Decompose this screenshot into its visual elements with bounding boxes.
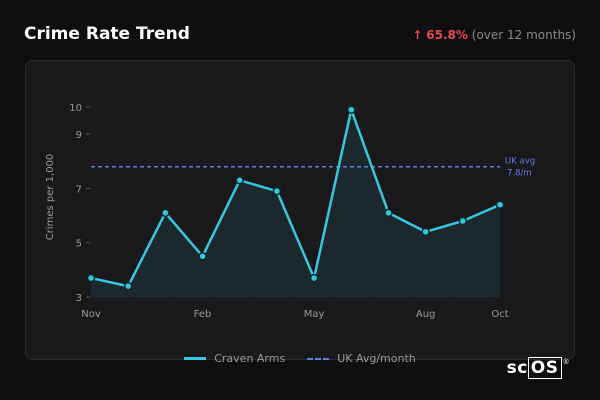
change-indicator: ↑ 65.8% (over 12 months) bbox=[412, 28, 576, 42]
y-tick-label: 3 bbox=[76, 293, 82, 304]
x-tick-label: Feb bbox=[194, 309, 212, 320]
trend-up-icon: ↑ bbox=[412, 28, 423, 42]
chart-card bbox=[25, 60, 575, 360]
data-point bbox=[421, 227, 430, 237]
chart-legend: Craven Arms UK Avg/month bbox=[0, 352, 600, 365]
x-tick-label: May bbox=[304, 309, 325, 320]
legend-swatch-dashed bbox=[307, 357, 330, 360]
legend-item-uk-avg[interactable]: UK Avg/month bbox=[307, 352, 416, 365]
brand-logo: sc OS ® bbox=[506, 357, 570, 379]
series-line-craven-arms bbox=[90, 108, 501, 288]
x-tick-label: Aug bbox=[416, 309, 436, 320]
chart-title: Crime Rate Trend bbox=[24, 24, 190, 44]
data-point bbox=[235, 176, 244, 185]
y-tick-label: 9 bbox=[76, 130, 82, 141]
data-point bbox=[495, 200, 505, 209]
data-point bbox=[458, 216, 468, 226]
reference-annotation-label: UK avg bbox=[505, 157, 535, 167]
y-tick-label: 5 bbox=[76, 239, 82, 250]
data-point bbox=[161, 208, 170, 218]
change-period-note: (over 12 months) bbox=[471, 28, 576, 42]
legend-item-craven-arms[interactable]: Craven Arms bbox=[184, 352, 285, 365]
series-area bbox=[91, 109, 500, 297]
brand-prefix: sc bbox=[506, 358, 528, 378]
brand-mark: ® bbox=[562, 358, 570, 366]
data-point bbox=[272, 186, 282, 196]
data-point bbox=[347, 105, 356, 114]
y-tick-label: 10 bbox=[69, 103, 82, 114]
legend-swatch-solid bbox=[184, 357, 207, 360]
legend-label-uk-avg: UK Avg/month bbox=[337, 352, 416, 365]
legend-label-craven-arms: Craven Arms bbox=[214, 352, 286, 365]
y-axis-label: Crimes per 1,000 bbox=[45, 154, 56, 241]
y-tick-label: 7 bbox=[76, 184, 82, 195]
data-point bbox=[123, 281, 133, 291]
x-tick-label: Nov bbox=[81, 309, 101, 320]
reference-annotation-value: 7.8/m bbox=[507, 169, 532, 179]
change-percent: 65.8% bbox=[426, 28, 468, 42]
data-point bbox=[309, 273, 319, 283]
data-point bbox=[384, 208, 393, 218]
data-point bbox=[198, 252, 207, 261]
x-tick-label: Oct bbox=[491, 309, 508, 320]
brand-boxed: OS bbox=[527, 357, 562, 379]
data-point bbox=[86, 273, 96, 283]
